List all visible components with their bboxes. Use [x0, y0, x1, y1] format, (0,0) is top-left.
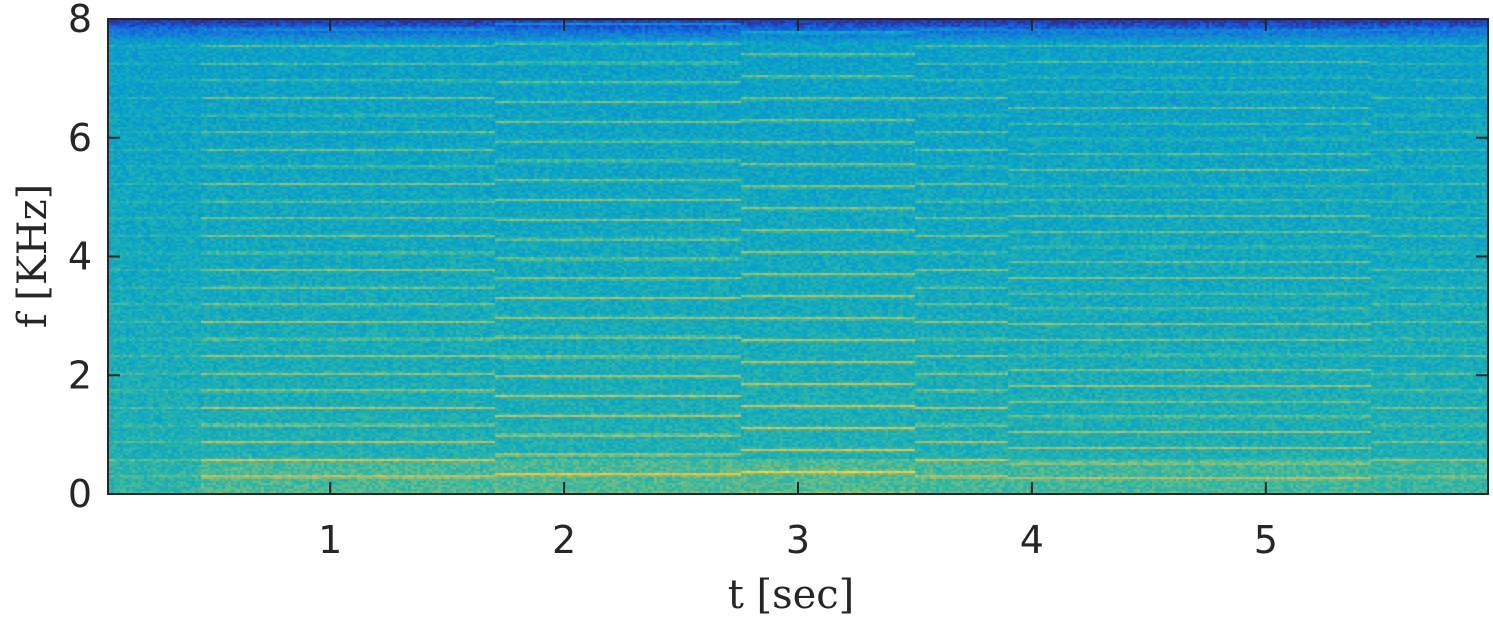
x-tick-label: 4	[1020, 518, 1044, 562]
y-tick-label: 0	[68, 472, 92, 516]
x-tick-label: 2	[552, 518, 576, 562]
axis-ticks: 1 2 3 4 5 0 2 4 6 8	[68, 0, 1488, 562]
y-axis-label: f [KHz]	[10, 184, 56, 329]
x-tick-label: 1	[318, 518, 342, 562]
y-tick-label: 8	[68, 0, 92, 41]
x-tick-label: 3	[786, 518, 810, 562]
x-axis-label: t [sec]	[728, 572, 855, 618]
spectrogram-heatmap	[108, 19, 1488, 494]
y-tick-label: 6	[68, 116, 92, 160]
x-tick-label: 5	[1254, 518, 1278, 562]
y-tick-label: 2	[68, 353, 92, 397]
spectrogram-image	[108, 19, 1488, 494]
y-tick-label: 4	[68, 235, 92, 279]
